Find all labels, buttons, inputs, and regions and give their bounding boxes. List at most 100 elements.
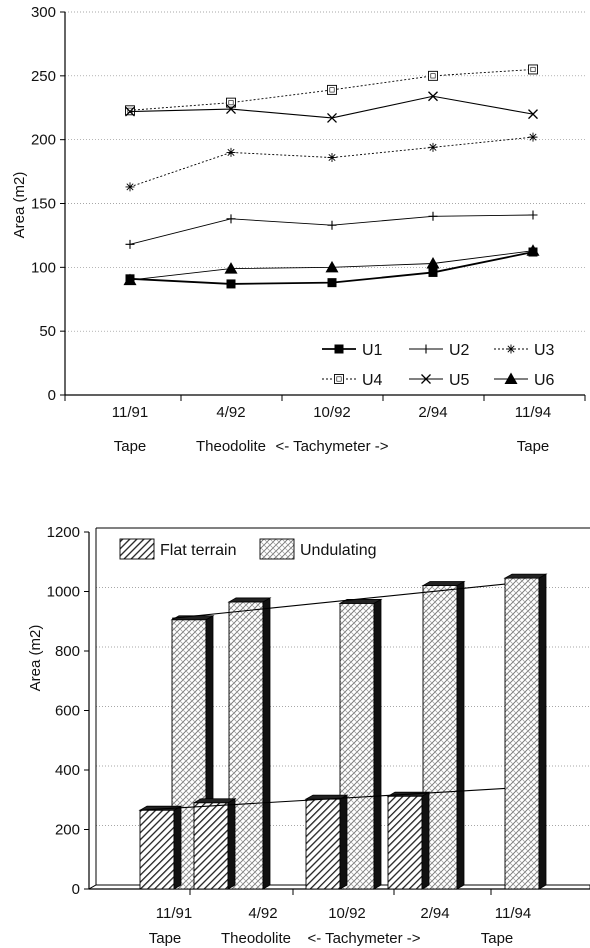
legend-label: U5 [449, 372, 470, 389]
x-tick-label: 4/92 [248, 905, 277, 922]
x-tick-label: 11/91 [156, 905, 192, 922]
legend-swatch-undulating [259, 538, 295, 560]
marker-star [125, 182, 135, 192]
bar-undulating [503, 573, 548, 890]
y-tick-label: 150 [31, 196, 56, 213]
bar-flat-terrain [138, 805, 183, 890]
y-tick-label: 100 [31, 259, 56, 276]
y-tick-label: 50 [39, 323, 56, 340]
x-sublabel: <- Tachymeter -> [275, 438, 388, 455]
marker-triangle [526, 244, 540, 256]
series-line [129, 95, 534, 119]
back-wall-edge [88, 528, 97, 890]
series-u6 [123, 244, 540, 286]
x-sublabel: Tape [517, 438, 550, 455]
marker-triangle [325, 260, 339, 273]
marker-open-square-inner [228, 100, 234, 106]
legend-label: U6 [534, 372, 555, 389]
marker-open-square-inner [530, 66, 536, 72]
series-lines [123, 64, 540, 289]
y-axis-title: Area (m2) [11, 172, 28, 239]
bar-flat-terrain [192, 798, 237, 890]
marker-triangle [504, 372, 518, 384]
marker-x [125, 106, 135, 117]
bar-side [227, 798, 236, 890]
series-u2 [125, 210, 538, 249]
marker-star [226, 147, 236, 157]
bar-top [421, 581, 466, 586]
marker-square [327, 278, 337, 288]
bar-side [421, 791, 430, 890]
marker-triangle [123, 273, 137, 286]
y-tick-label: 200 [55, 822, 80, 839]
marker-triangle [426, 257, 440, 269]
series-u3 [125, 132, 538, 192]
marker-open-square-inner [127, 107, 133, 113]
legend-label: U4 [362, 372, 383, 389]
bar-chart: 0 200 400 600 800 1000 1200 11/91 Tape 4/92 Theod… [27, 524, 590, 947]
marker-open-square-inner [336, 376, 342, 382]
x-tick-labels: 11/91 Tape 4/92 Theodolite 10/92 <- Tachymete… [112, 404, 551, 455]
marker-x [327, 113, 337, 123]
x-tick-label: 10/92 [328, 905, 366, 922]
bar-top [227, 597, 272, 603]
bar-top [503, 573, 548, 579]
bar-front [228, 601, 264, 890]
x-sublabel: Theodolite [196, 438, 266, 455]
x-sublabel: Tape [114, 438, 147, 455]
trend-line [139, 787, 506, 811]
legend-label: U1 [362, 342, 383, 359]
marker-x [421, 374, 431, 384]
y-tick-labels: 0 200 400 600 800 1000 1200 [47, 524, 80, 898]
bar-front [387, 795, 423, 890]
bar-side [373, 598, 382, 890]
bar-front [305, 798, 341, 890]
trend-lines [139, 583, 506, 811]
line-chart: 0 50 100 150 200 250 300 11/91 Tape 4/92 Theodoli… [11, 4, 586, 455]
y-tick-label: 1200 [47, 524, 80, 541]
bar-undulating [421, 580, 466, 890]
legend-label: U3 [534, 342, 555, 359]
marker-open-square [327, 84, 337, 95]
marker-x [226, 104, 236, 114]
series-u5 [125, 91, 538, 123]
bar-side [538, 573, 547, 890]
x-tick-label: 2/94 [420, 905, 449, 922]
y-tick-label: 400 [55, 762, 80, 779]
marker-open-square-inner [430, 73, 436, 79]
x-sublabel: Tape [481, 930, 514, 947]
y-tick-label: 250 [31, 68, 56, 85]
bar-flat-terrain [304, 794, 349, 890]
marker-open-square [428, 70, 438, 81]
bar-flat-terrain [386, 791, 431, 890]
marker-star [506, 344, 516, 354]
marker-x [528, 109, 538, 120]
y-tick-label: 0 [72, 881, 80, 898]
x-tick-label: 11/91 [112, 404, 148, 421]
y-tick-label: 800 [55, 643, 80, 660]
y-tick-labels: 0 50 100 150 200 250 300 [31, 4, 56, 404]
x-sublabel: <- Tachymeter -> [307, 930, 420, 947]
marker-square [334, 344, 344, 354]
bar-side [262, 597, 271, 890]
marker-plus [528, 210, 538, 220]
marker-x [428, 91, 438, 102]
x-tick-labels: 11/91 Tape 4/92 Theodolite 10/92 <- Tachymete… [149, 905, 531, 947]
marker-open-square [226, 97, 236, 108]
marker-plus [327, 220, 337, 230]
y-tick-label: 600 [55, 703, 80, 720]
axes [60, 11, 586, 401]
marker-star [327, 153, 337, 163]
y-tick-label: 200 [31, 132, 56, 149]
y-tick-label: 300 [31, 4, 56, 21]
marker-square [226, 279, 236, 289]
marker-plus [428, 211, 438, 221]
bar-top [192, 798, 237, 804]
x-sublabel: Theodolite [221, 930, 291, 947]
bar-side [339, 794, 348, 890]
marker-open-square [334, 374, 344, 384]
marker-square [428, 267, 438, 277]
bar-side [173, 805, 182, 890]
x-tick-label: 11/94 [495, 905, 531, 922]
bar-side [456, 580, 465, 890]
